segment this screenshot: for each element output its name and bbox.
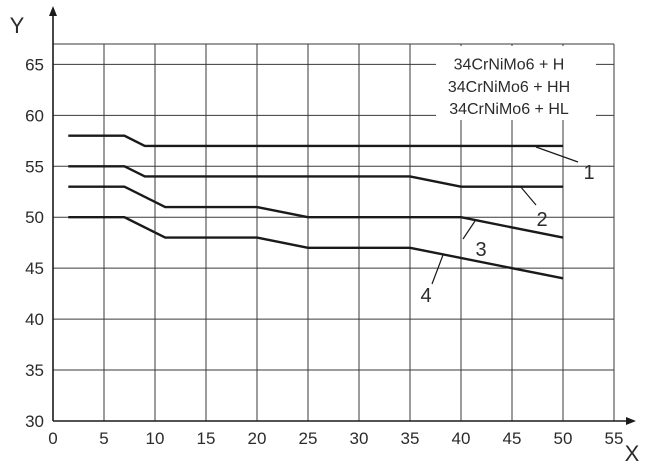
grid bbox=[53, 43, 615, 421]
x-tick-label: 10 bbox=[146, 429, 165, 448]
y-tick-label: 60 bbox=[25, 106, 44, 125]
legend-entry: 34CrNiMo6 + H bbox=[454, 56, 565, 73]
y-tick-label: 30 bbox=[25, 412, 44, 431]
x-axis-label: X bbox=[625, 441, 640, 466]
x-tick-label: 55 bbox=[605, 429, 624, 448]
series-line bbox=[68, 185, 564, 239]
axes bbox=[49, 6, 636, 425]
callout-leader bbox=[462, 220, 476, 240]
callout-leader bbox=[519, 185, 537, 206]
curve-callouts: 1 2 3 4 bbox=[420, 146, 595, 307]
curve-number-label: 4 bbox=[420, 285, 431, 307]
x-tick-label: 45 bbox=[503, 429, 522, 448]
x-tick-label: 30 bbox=[350, 429, 369, 448]
callout-leader bbox=[535, 146, 579, 163]
series-line bbox=[68, 165, 563, 188]
x-tick-label: 5 bbox=[99, 429, 108, 448]
curve-number-label: 3 bbox=[475, 239, 486, 261]
y-axis-arrow bbox=[49, 6, 57, 16]
y-tick-label: 50 bbox=[25, 208, 44, 227]
y-axis-label: Y bbox=[10, 13, 25, 38]
y-tick-label: 35 bbox=[25, 361, 44, 380]
y-tick-label: 55 bbox=[25, 157, 44, 176]
legend-entry: 34CrNiMo6 + HH bbox=[448, 79, 570, 96]
series-line bbox=[68, 134, 563, 148]
x-tick-label: 15 bbox=[197, 429, 216, 448]
legend-background bbox=[436, 46, 596, 120]
x-axis-arrow bbox=[626, 417, 636, 425]
x-tick-label: 35 bbox=[401, 429, 420, 448]
tick-labels: 0 5 10 15 20 25 30 35 40 45 50 55 30 35 40 45 50 55 60 65 bbox=[25, 55, 623, 448]
x-tick-label: 40 bbox=[452, 429, 471, 448]
curve-number-label: 1 bbox=[583, 162, 594, 184]
y-tick-label: 65 bbox=[25, 55, 44, 74]
series-line bbox=[68, 216, 564, 280]
legend: 34CrNiMo6 + H 34CrNiMo6 + HH 34CrNiMo6 +… bbox=[436, 46, 596, 120]
x-tick-label: 25 bbox=[299, 429, 318, 448]
curve-number-label: 2 bbox=[536, 209, 547, 231]
legend-entry: 34CrNiMo6 + HL bbox=[449, 101, 569, 118]
y-tick-label: 45 bbox=[25, 259, 44, 278]
x-tick-label: 0 bbox=[48, 429, 57, 448]
series-lines bbox=[68, 134, 564, 280]
x-tick-label: 20 bbox=[248, 429, 267, 448]
callout-leader bbox=[431, 254, 444, 285]
x-tick-label: 50 bbox=[554, 429, 573, 448]
y-tick-label: 40 bbox=[25, 310, 44, 329]
